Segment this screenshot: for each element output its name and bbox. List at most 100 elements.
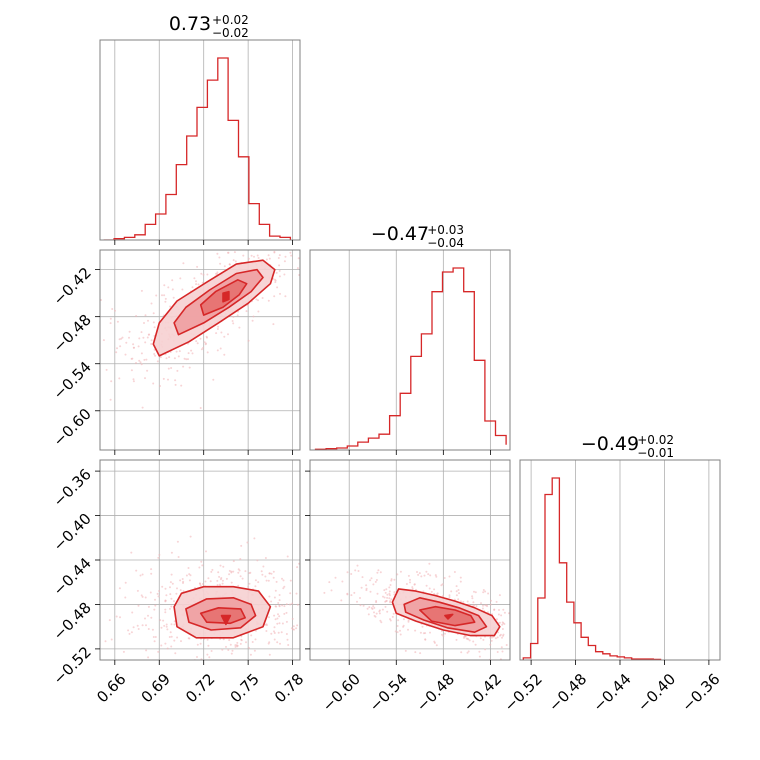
sample-point — [154, 354, 157, 357]
sample-point — [109, 317, 112, 320]
sample-point — [278, 269, 281, 272]
sample-point — [501, 636, 503, 639]
sample-point — [433, 588, 436, 591]
y-tick-label: −0.60 — [50, 405, 95, 450]
sample-point — [267, 616, 270, 619]
sample-point — [330, 273, 332, 275]
sample-point — [283, 273, 286, 276]
sample-point — [425, 584, 428, 587]
sample-point — [417, 573, 420, 576]
sample-point — [169, 607, 171, 610]
upper-error: +0.02 — [212, 13, 249, 27]
sample-point — [396, 631, 399, 634]
sample-point — [379, 571, 382, 574]
sample-point — [166, 647, 169, 650]
sample-point — [567, 662, 569, 664]
x-tick-label: −0.48 — [545, 670, 590, 715]
sample-point — [137, 604, 140, 607]
sample-point — [163, 668, 165, 670]
sample-point — [189, 535, 192, 538]
sample-point — [272, 570, 275, 573]
sample-point — [158, 553, 161, 556]
sample-point — [108, 619, 111, 622]
sample-point — [88, 392, 90, 394]
sample-point — [489, 603, 492, 606]
sample-point — [250, 254, 253, 257]
sample-point — [422, 632, 425, 635]
sample-point — [284, 255, 287, 258]
sample-point — [165, 594, 168, 597]
sample-point — [283, 612, 286, 615]
sample-point — [495, 618, 498, 621]
sample-point — [120, 337, 123, 340]
sample-point — [157, 556, 160, 559]
sample-point — [93, 374, 95, 376]
sample-point — [532, 625, 534, 627]
sample-point — [273, 596, 276, 599]
sample-point — [174, 383, 177, 386]
sample-point — [291, 602, 294, 605]
sample-point — [140, 331, 143, 334]
sample-point — [171, 279, 174, 282]
median-value: −0.49 — [581, 433, 639, 455]
sample-point — [413, 583, 416, 586]
sample-point — [459, 580, 462, 583]
sample-point — [548, 627, 550, 629]
panel-title-p2: −0.49 — [581, 433, 639, 455]
sample-point — [104, 640, 107, 643]
sample-point — [65, 472, 67, 474]
sample-point — [286, 638, 289, 641]
sample-point — [187, 567, 190, 569]
sample-point — [265, 624, 268, 627]
sample-point — [206, 638, 209, 641]
sample-point — [392, 612, 395, 615]
sample-point — [237, 584, 240, 587]
sample-point — [390, 598, 393, 601]
sample-point — [195, 340, 198, 343]
sample-point — [260, 244, 262, 246]
sample-point — [496, 636, 499, 639]
sample-point — [212, 378, 215, 381]
sample-point — [370, 577, 373, 580]
panel-title-p0: 0.73 — [169, 13, 211, 35]
sample-point — [537, 652, 539, 654]
sample-point — [132, 626, 135, 629]
sample-point — [481, 607, 484, 610]
sample-point — [301, 278, 303, 280]
sample-point — [321, 253, 323, 255]
sample-point — [553, 629, 555, 631]
sample-point — [478, 655, 481, 658]
sample-point — [427, 573, 430, 576]
sample-point — [170, 645, 173, 648]
sample-point — [281, 622, 284, 625]
sample-point — [524, 648, 526, 650]
sample-point — [505, 644, 508, 646]
sample-point — [124, 581, 127, 584]
sample-point — [399, 570, 402, 573]
sample-point — [513, 619, 515, 621]
sample-point — [373, 611, 375, 614]
sample-point — [273, 630, 275, 633]
sample-point — [328, 618, 330, 620]
sample-point — [139, 574, 142, 577]
sample-point — [199, 407, 202, 409]
sample-point — [273, 614, 276, 617]
sample-point — [368, 606, 371, 609]
sample-point — [110, 638, 113, 641]
sample-point — [246, 304, 249, 307]
sample-point — [234, 260, 237, 263]
sample-point — [283, 605, 286, 608]
sample-point — [307, 294, 309, 296]
sample-point — [255, 298, 258, 301]
sample-point — [171, 288, 174, 291]
sample-point — [221, 579, 224, 582]
sample-point — [350, 573, 353, 575]
sample-point — [247, 585, 250, 588]
sample-point — [313, 605, 315, 607]
sample-point — [500, 614, 503, 617]
sample-point — [246, 541, 249, 544]
sample-point — [479, 637, 482, 640]
sample-point — [136, 589, 139, 592]
sample-point — [296, 566, 299, 569]
sample-point — [353, 591, 356, 594]
